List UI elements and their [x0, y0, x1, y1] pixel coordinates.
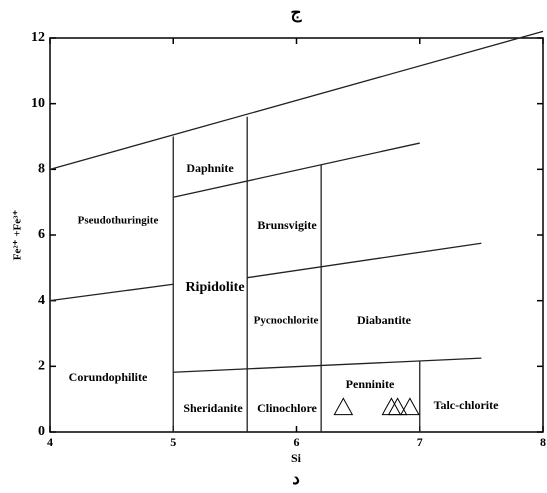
y-tick-label: 6 — [38, 227, 45, 242]
x-tick-label: 6 — [294, 435, 300, 449]
field-boundary — [49, 30, 544, 170]
y-tick-label: 0 — [38, 424, 45, 439]
x-axis-label: Si — [291, 451, 302, 465]
x-tick-label: 8 — [540, 435, 546, 449]
field-label: Corundophilite — [69, 370, 148, 384]
field-label: Sheridanite — [183, 401, 243, 415]
x-tick-label: 5 — [170, 435, 176, 449]
field-label: Brunsvigite — [257, 218, 317, 232]
x-tick-label: 4 — [47, 435, 53, 449]
field-label: Ripidolite — [185, 280, 244, 295]
field-label: Pycnochlorite — [254, 315, 319, 327]
field-boundary — [173, 357, 482, 373]
chart-title: ج — [291, 3, 303, 23]
field-label: Penninite — [346, 377, 395, 391]
y-tick-label: 2 — [38, 359, 45, 374]
field-label: Clinochlore — [257, 401, 317, 415]
y-tick-label: 4 — [38, 293, 45, 308]
field-boundary — [247, 242, 482, 279]
data-point — [333, 397, 354, 416]
field-label: Talc-chlorite — [434, 398, 500, 412]
field-boundary — [49, 283, 174, 302]
field-label: Diabantite — [357, 313, 412, 327]
caption: د — [292, 469, 300, 488]
data-point — [400, 397, 420, 416]
y-tick-label: 8 — [38, 162, 45, 177]
field-label: Pseudothuringite — [78, 215, 159, 227]
field-label: Daphnite — [186, 161, 234, 175]
y-axis-label: Fe²⁺ +Fe³⁺ — [12, 210, 24, 261]
y-tick-label: 10 — [31, 96, 45, 111]
x-tick-label: 7 — [417, 435, 423, 449]
y-tick-label: 12 — [31, 30, 45, 45]
data-point — [387, 397, 408, 416]
field-boundary — [173, 142, 420, 198]
data-point — [381, 397, 402, 416]
